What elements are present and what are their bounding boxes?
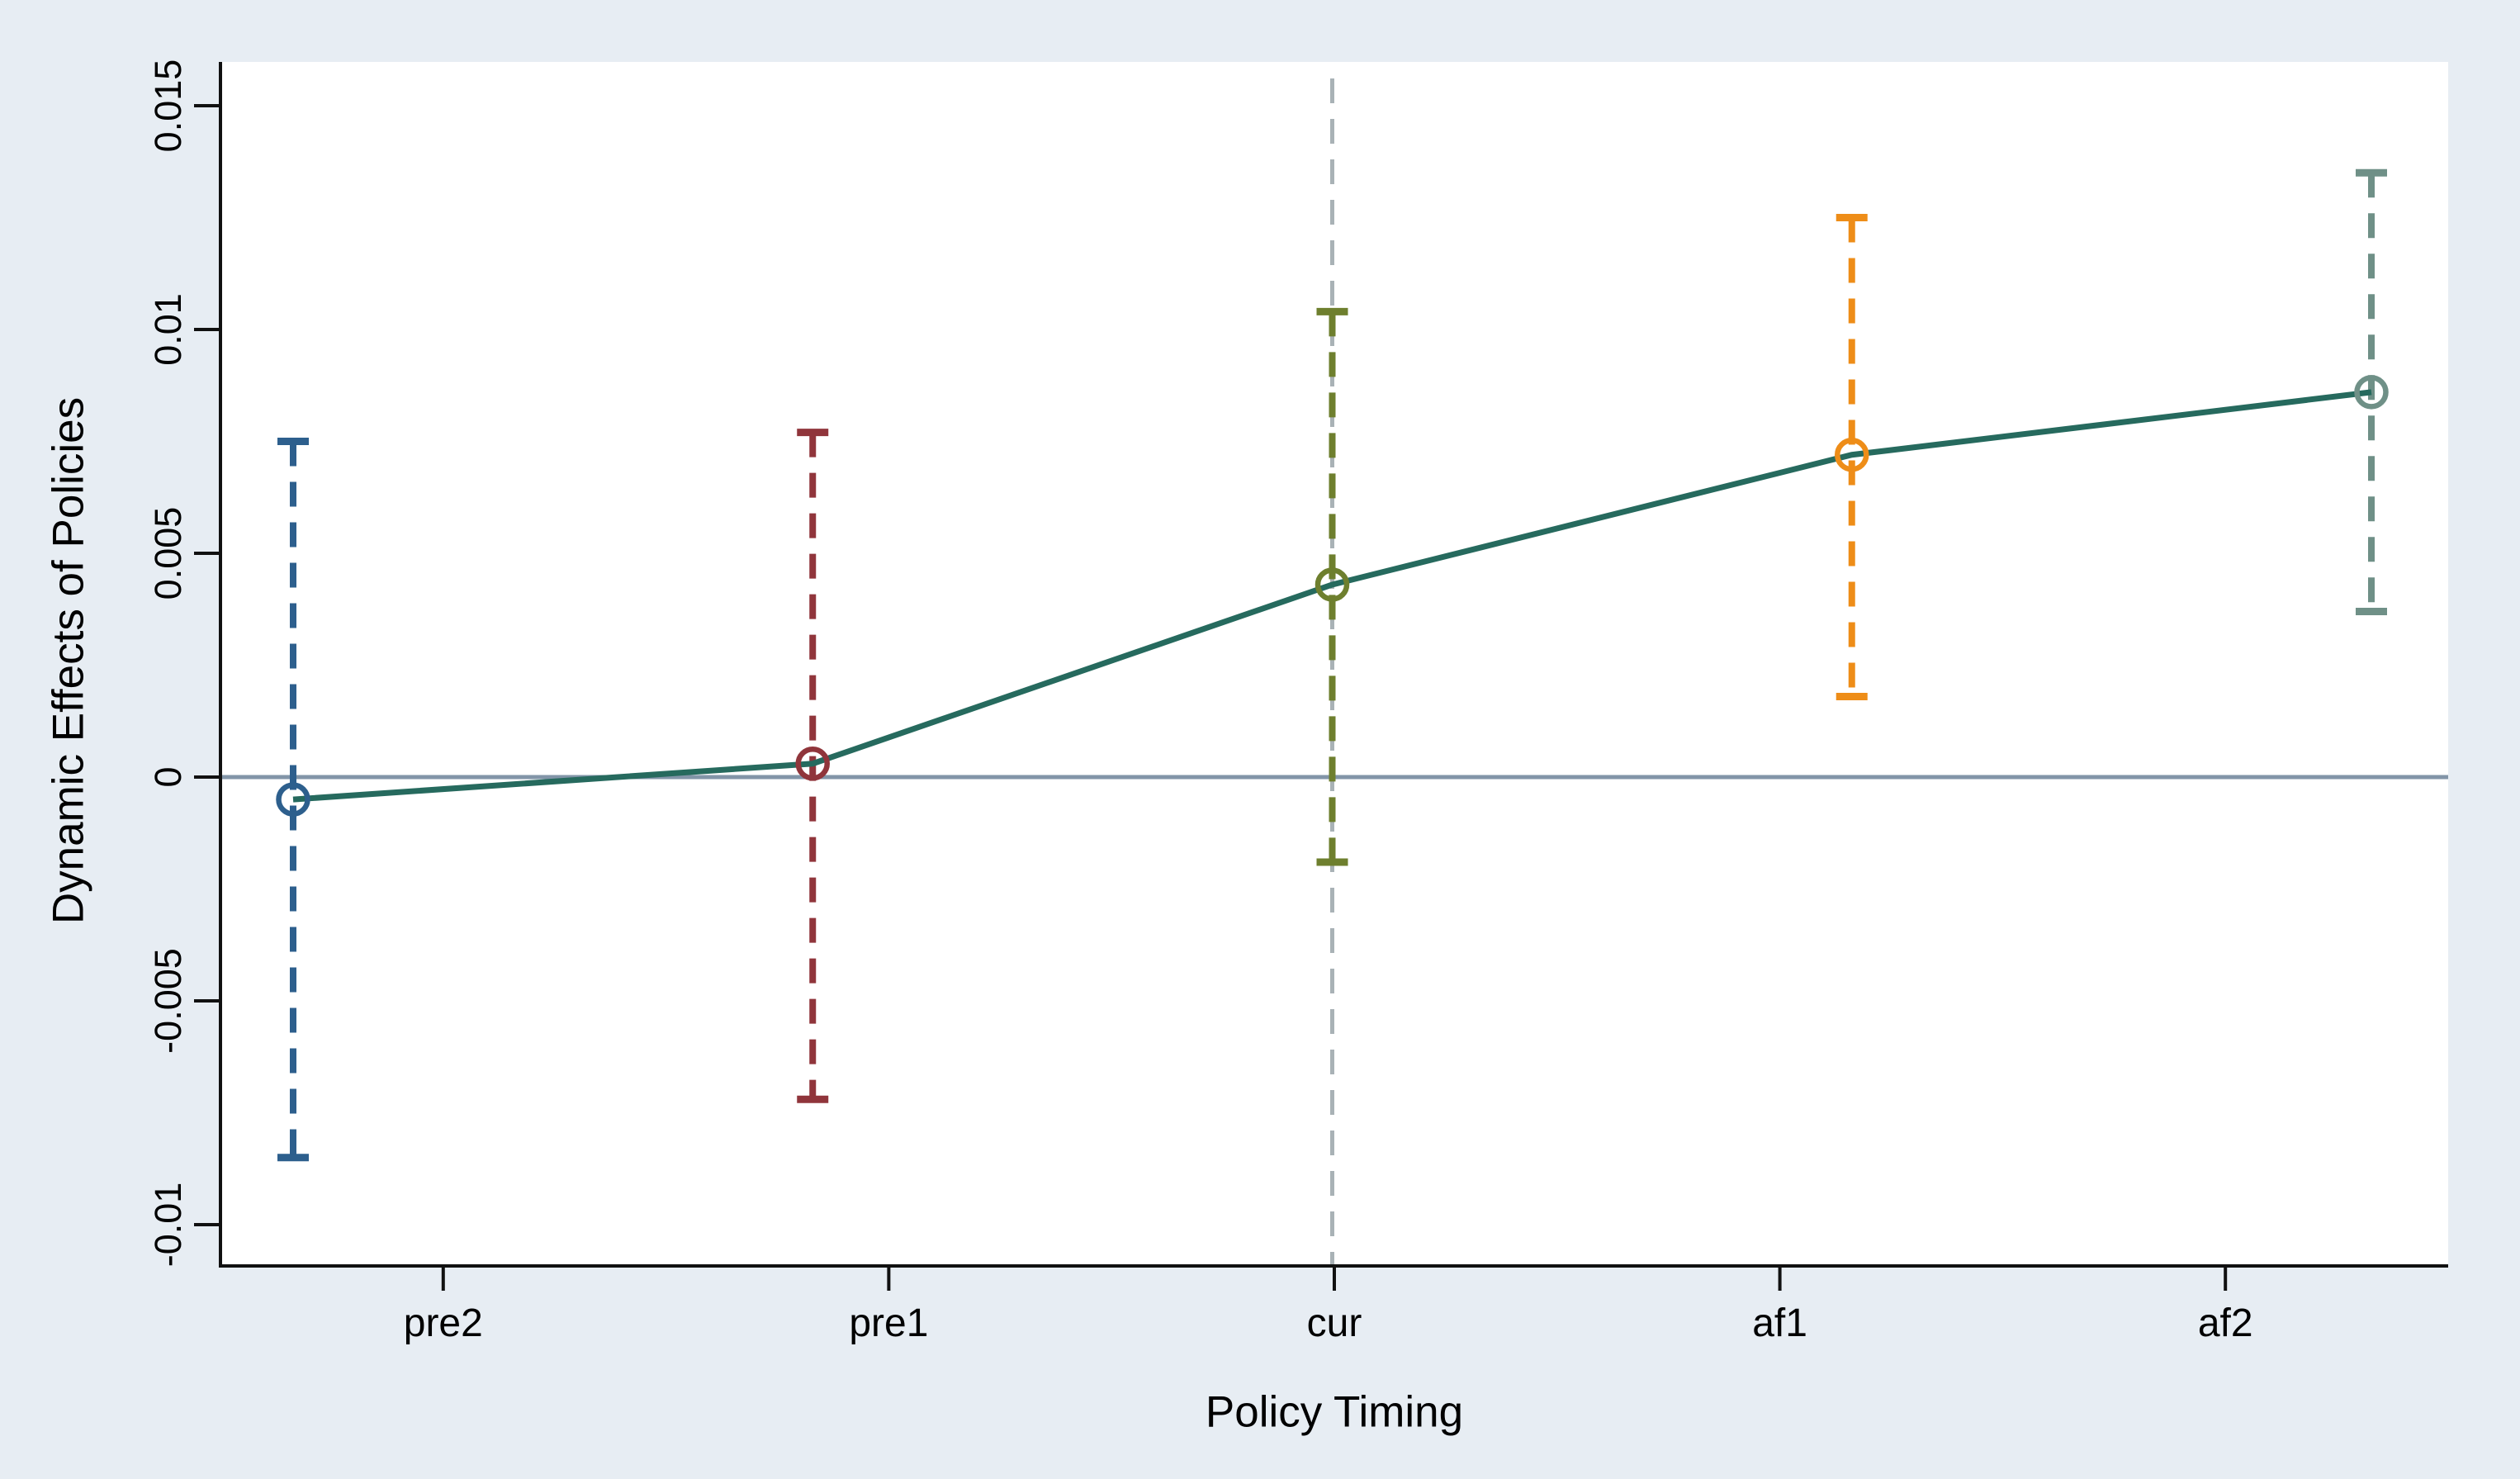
marker-af2 [2354,375,2389,410]
trend-line [292,389,2372,803]
y-tick-label: -0.01 [147,1183,189,1268]
x-tick-label-pre2: pre2 [404,1301,483,1345]
x-tick-label-pre1: pre1 [849,1301,928,1345]
y-tick-label: -0.005 [147,948,189,1054]
y-tick-label: 0.015 [147,59,189,153]
y-axis-title: Dynamic Effects of Policies [44,396,93,925]
y-tick-label: 0 [147,766,189,787]
marker-cur [1314,567,1350,602]
marker-pre2 [276,782,310,817]
marker-pre1 [795,746,830,781]
x-tick-label-af1: af1 [1752,1301,1807,1345]
x-axis-title: Policy Timing [1205,1387,1464,1437]
x-tick-label-af2: af2 [2198,1301,2253,1345]
x-tick-label-cur: cur [1307,1301,1362,1345]
y-tick-label: 0.01 [147,293,189,366]
y-tick-label: 0.005 [147,507,189,600]
marker-af1 [1835,438,1869,472]
